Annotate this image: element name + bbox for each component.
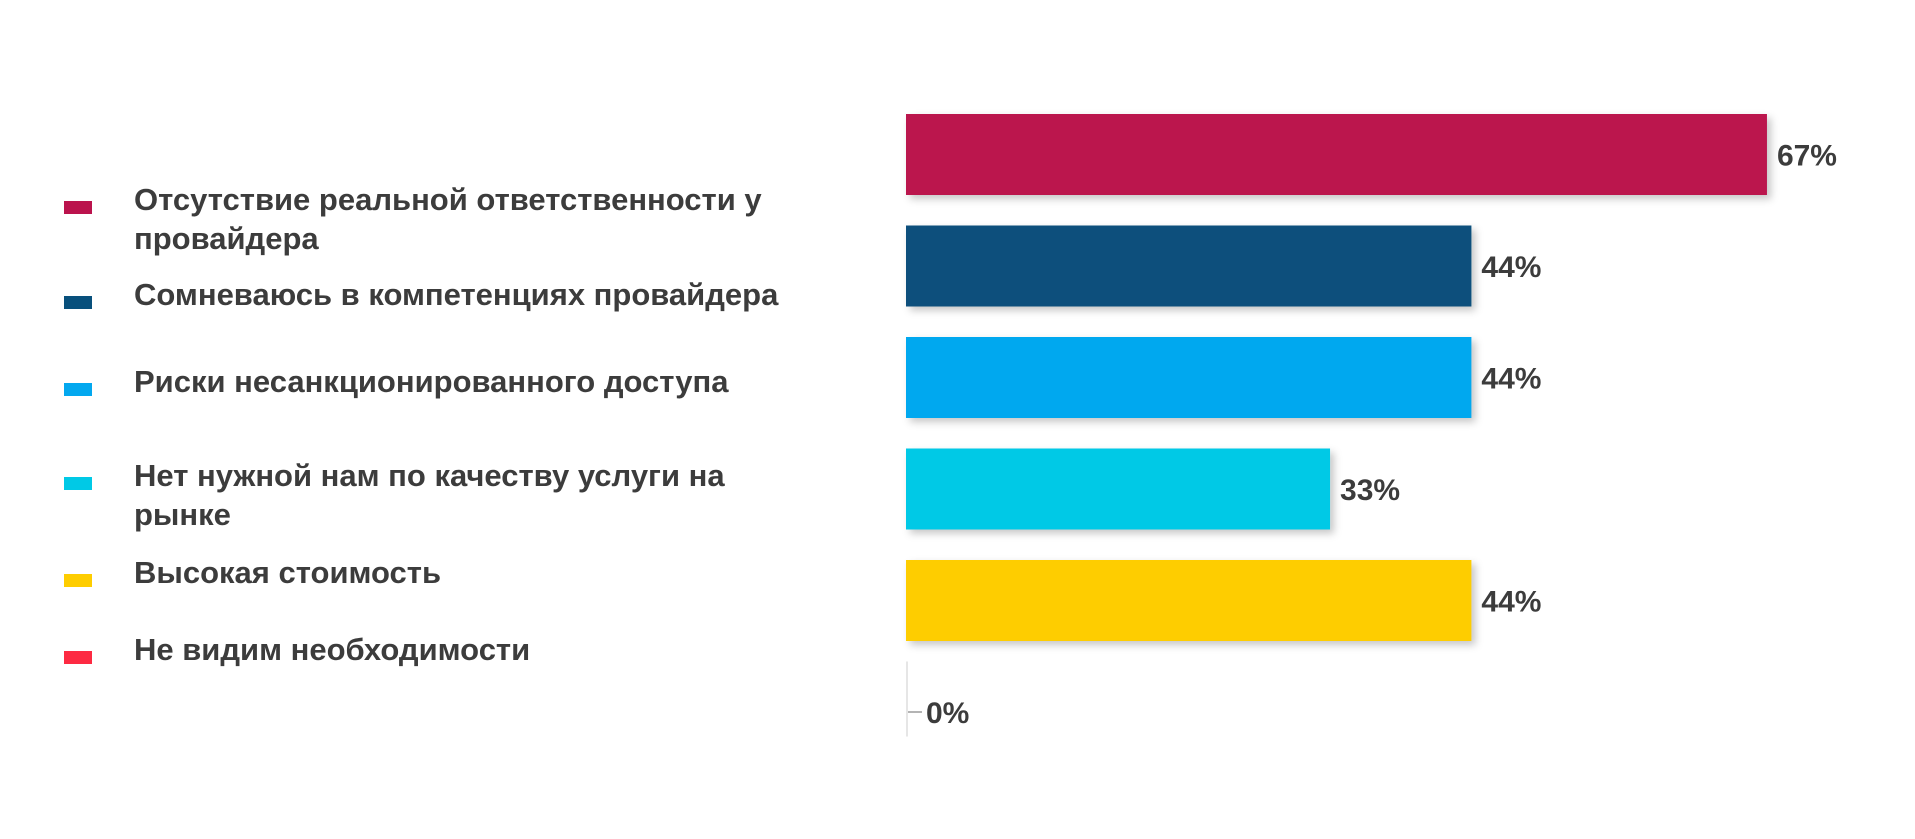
bar — [906, 225, 1472, 307]
value-label: 0% — [926, 697, 969, 730]
legend-label: Сомневаюсь в компетенциях провайдера — [134, 277, 779, 312]
bar — [906, 114, 1767, 195]
bar — [906, 448, 1331, 530]
bar — [906, 560, 1472, 641]
value-label: 67% — [1777, 140, 1837, 173]
legend-label-line: Риски несанкционированного доступа — [134, 364, 729, 399]
legend-label-line: рынке — [134, 497, 231, 532]
legend-swatch — [64, 651, 92, 664]
legend-label: Риски несанкционированного доступа — [134, 364, 729, 399]
bars — [906, 114, 1767, 737]
legend-swatch — [64, 201, 92, 214]
legend-swatch — [64, 477, 92, 490]
legend-label-line: провайдера — [134, 221, 319, 256]
value-label: 44% — [1481, 363, 1541, 396]
value-labels: 67% 44% 44% 33% 44% 0% — [926, 140, 1837, 731]
legend-swatch — [64, 383, 92, 396]
legend-label: Нет нужной нам по качеству услуги на рынк… — [134, 458, 725, 532]
legend-label: Не видим необходимости — [134, 632, 530, 667]
legend-swatch — [64, 574, 92, 587]
legend-label-line: Высокая стоимость — [134, 555, 441, 590]
legend-label-line: Сомневаюсь в компетенциях провайдера — [134, 277, 779, 312]
legend-label: Отсутствие реальной ответственности у про… — [134, 182, 762, 256]
legend-label: Высокая стоимость — [134, 555, 441, 590]
legend-label-line: Нет нужной нам по качеству услуги на — [134, 458, 725, 493]
bar — [906, 337, 1472, 418]
legend-label-line: Отсутствие реальной ответственности у — [134, 182, 762, 217]
legend-swatch — [64, 296, 92, 309]
legend: Отсутствие реальной ответственности у про… — [64, 182, 779, 667]
legend-label-line: Не видим необходимости — [134, 632, 530, 667]
value-label: 44% — [1481, 586, 1541, 619]
value-label: 44% — [1481, 251, 1541, 284]
value-label: 33% — [1340, 474, 1400, 507]
